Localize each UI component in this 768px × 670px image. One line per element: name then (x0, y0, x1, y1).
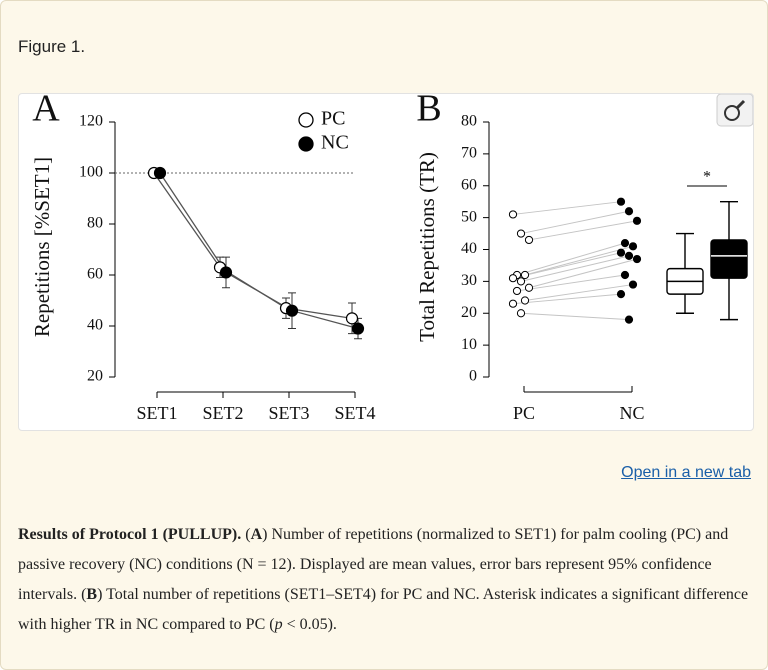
figure-caption: Results of Protocol 1 (PULLUP). (A) Numb… (18, 520, 758, 640)
pair-line (516, 242, 626, 276)
y-tick-label: 60 (87, 266, 103, 283)
data-point (616, 248, 626, 257)
data-point (512, 286, 522, 296)
y-tick-label: 40 (87, 317, 103, 334)
pair-line (512, 252, 622, 279)
data-point (624, 207, 634, 216)
y-tick-label: 40 (461, 240, 477, 257)
data-point (508, 299, 518, 308)
data-point (153, 166, 167, 180)
caption-title: Results of Protocol 1 (PULLUP). (18, 526, 242, 543)
data-point (616, 290, 626, 299)
data-point (524, 235, 534, 245)
data-point (508, 210, 518, 219)
data-point (616, 197, 626, 206)
pair-line (516, 274, 626, 292)
y-tick-label: 100 (79, 164, 103, 181)
y-axis-label: Repetitions [%SET1] (30, 157, 54, 337)
caption-panel-ref: A (250, 526, 263, 543)
caption-text: < 0.05). (282, 616, 337, 633)
zoom-icon[interactable] (716, 94, 753, 127)
data-point (219, 266, 233, 279)
pair-line (512, 201, 622, 215)
data-point (524, 283, 534, 292)
y-tick-label: 50 (461, 208, 477, 225)
caption-text: ) Number of repetitions (normalized to S… (18, 526, 729, 603)
x-tick-label: SET3 (268, 403, 309, 423)
data-point (632, 216, 642, 225)
pair-line (528, 220, 638, 241)
panel-label: B (416, 93, 441, 130)
pair-line (520, 255, 630, 282)
x-tick-label: NC (619, 403, 644, 423)
data-point (508, 274, 518, 283)
significance-mark: * (703, 169, 711, 186)
y-tick-label: 20 (87, 368, 103, 385)
pair-line (524, 284, 634, 301)
data-point (345, 312, 359, 325)
data-point (624, 251, 634, 260)
panel-label: A (32, 93, 60, 130)
data-point (516, 277, 526, 286)
y-tick-label: 70 (461, 145, 477, 162)
y-axis-label: Total Repetitions (TR) (415, 152, 439, 342)
data-point (520, 296, 530, 305)
legend-label: PC (321, 108, 345, 130)
y-tick-label: 120 (79, 113, 103, 130)
pair-line (520, 312, 630, 321)
pair-line (520, 210, 630, 235)
series-line (153, 172, 353, 319)
data-point (351, 322, 365, 335)
x-tick-label: SET4 (334, 403, 375, 423)
y-tick-label: 60 (461, 176, 477, 193)
legend-label: NC (321, 132, 349, 154)
y-tick-label: 10 (461, 336, 477, 353)
box (710, 239, 748, 279)
pair-line (524, 245, 634, 276)
y-tick-label: 20 (461, 304, 477, 321)
open-new-tab-link[interactable]: Open in a new tab (621, 464, 751, 481)
pair-line (528, 258, 638, 289)
data-point (628, 242, 638, 251)
x-tick-label: SET1 (136, 403, 177, 423)
data-point (285, 304, 299, 317)
caption-text: ( (241, 526, 251, 543)
caption-text: ) Total number of repetitions (SET1–SET4… (18, 586, 749, 633)
data-point (520, 270, 530, 280)
legend-marker (298, 112, 314, 128)
y-tick-label: 30 (461, 272, 477, 289)
caption-panel-ref: B (86, 586, 98, 603)
x-tick-label: SET2 (202, 403, 243, 423)
figure-label: Figure 1. (18, 37, 86, 56)
data-point (516, 229, 526, 238)
caption-italic: p (274, 616, 283, 633)
data-point (620, 239, 630, 248)
data-point (624, 315, 634, 324)
legend-marker (298, 136, 314, 152)
y-tick-label: 0 (469, 368, 477, 385)
y-tick-label: 80 (87, 215, 103, 232)
series-line (159, 172, 359, 330)
data-point (628, 280, 638, 289)
data-point (620, 270, 630, 280)
data-point (516, 309, 526, 318)
x-tick-label: PC (513, 403, 535, 423)
data-point (632, 254, 642, 264)
pair-line (512, 293, 622, 305)
y-tick-label: 80 (461, 113, 477, 130)
